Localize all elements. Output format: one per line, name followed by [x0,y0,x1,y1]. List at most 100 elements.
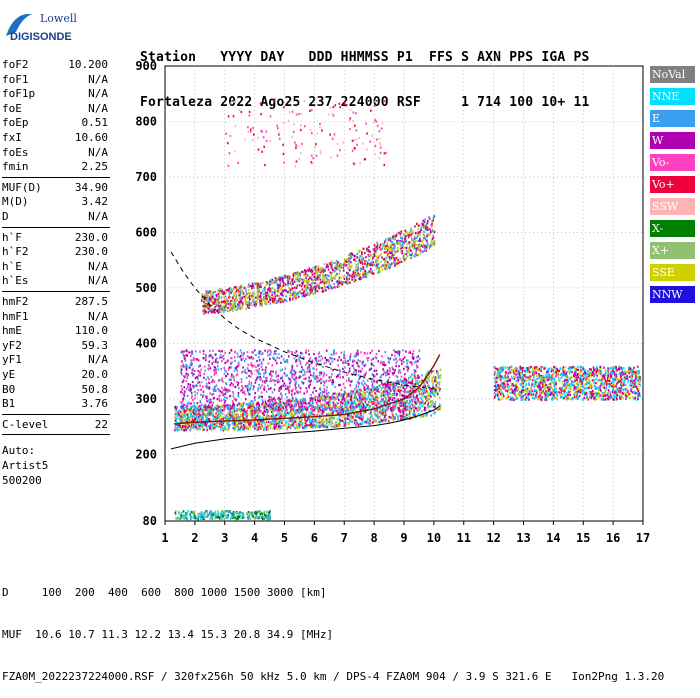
echo-point [376,415,378,417]
echo-point [266,429,268,431]
echo-point [295,405,297,407]
echo-point [352,365,354,367]
echo-point [330,420,332,422]
echo-point [232,427,234,429]
echo-point [252,351,254,353]
echo-point [431,404,433,406]
echo-point [234,360,236,362]
echo-point [439,381,441,383]
echo-point [189,416,191,418]
echo-point [363,397,365,399]
echo-point [201,404,203,406]
echo-point [232,375,234,377]
echo-point [217,365,219,367]
echo-point [331,398,333,400]
echo-point [186,380,188,382]
echo-point [220,350,222,352]
echo-point [355,392,357,394]
echo-point [306,362,308,364]
echo-point [245,427,247,429]
echo-point [391,252,393,254]
echo-point [285,368,287,370]
echo-point [424,396,426,398]
echo-point [267,424,269,426]
echo-point [396,393,398,395]
echo-point [435,393,437,395]
echo-point [265,369,267,371]
echo-point [181,385,183,387]
echo-point [440,369,442,371]
echo-point [222,428,224,430]
echo-point [225,371,227,373]
echo-point [274,420,276,422]
y-tick-label: 400 [135,336,157,350]
echo-point [323,426,325,428]
echo-point [234,370,236,372]
echo-point [385,374,387,376]
echo-point [403,416,405,418]
echo-point [384,400,386,402]
echo-point [330,376,332,378]
y-tick-label: 900 [135,59,157,73]
echo-point [393,386,395,388]
echo-point [331,274,333,276]
echo-point [278,357,280,359]
echo-point [346,374,348,376]
echo-point [216,425,218,427]
echo-point [305,426,307,428]
x-tick-label: 15 [576,531,590,545]
echo-point [439,383,441,385]
echo-point [266,414,268,416]
echo-point [386,408,388,410]
echo-point [382,410,384,412]
echo-point [290,406,292,408]
echo-point [396,360,398,362]
echo-point [416,364,418,366]
echo-point [202,310,204,312]
echo-point [353,367,355,369]
echo-point [380,410,382,412]
echo-point [194,391,196,393]
echo-point [202,425,204,427]
echo-point [402,247,404,249]
echo-point [368,357,370,359]
echo-point [372,358,374,360]
echo-point [255,417,257,419]
echo-point [320,359,322,361]
echo-point [195,418,197,420]
echo-point [246,377,248,379]
echo-point [349,395,351,397]
echo-point [248,356,250,358]
echo-point [358,374,360,376]
echo-point [227,429,229,431]
echo-region-second-hop [201,215,436,315]
echo-point [234,415,236,417]
echo-point [389,389,391,391]
echo-point [231,375,233,377]
echo-point [391,354,393,356]
echo-point [327,406,329,408]
echo-point [321,378,323,380]
echo-point [374,392,376,394]
echo-point [243,417,245,419]
echo-point [288,423,290,425]
echo-point [187,406,189,408]
echo-point [223,409,225,411]
echo-point [296,390,298,392]
echo-point [251,382,253,384]
echo-point [275,414,277,416]
y-tick-label: 200 [135,447,157,461]
echo-point [197,392,199,394]
echo-point [217,388,219,390]
echo-point [331,357,333,359]
echo-point [309,380,311,382]
echo-point [333,349,335,351]
x-tick-label: 6 [311,531,318,545]
echo-point [233,288,235,290]
echo-point [254,396,256,398]
echo-point [259,379,261,381]
echo-point [419,381,421,383]
echo-point [302,369,304,371]
echo-point [203,377,205,379]
echo-point [275,409,277,411]
